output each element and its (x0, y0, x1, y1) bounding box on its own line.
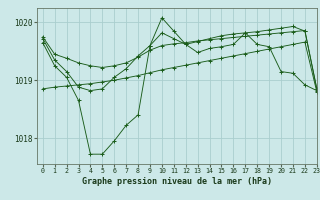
X-axis label: Graphe pression niveau de la mer (hPa): Graphe pression niveau de la mer (hPa) (82, 177, 272, 186)
